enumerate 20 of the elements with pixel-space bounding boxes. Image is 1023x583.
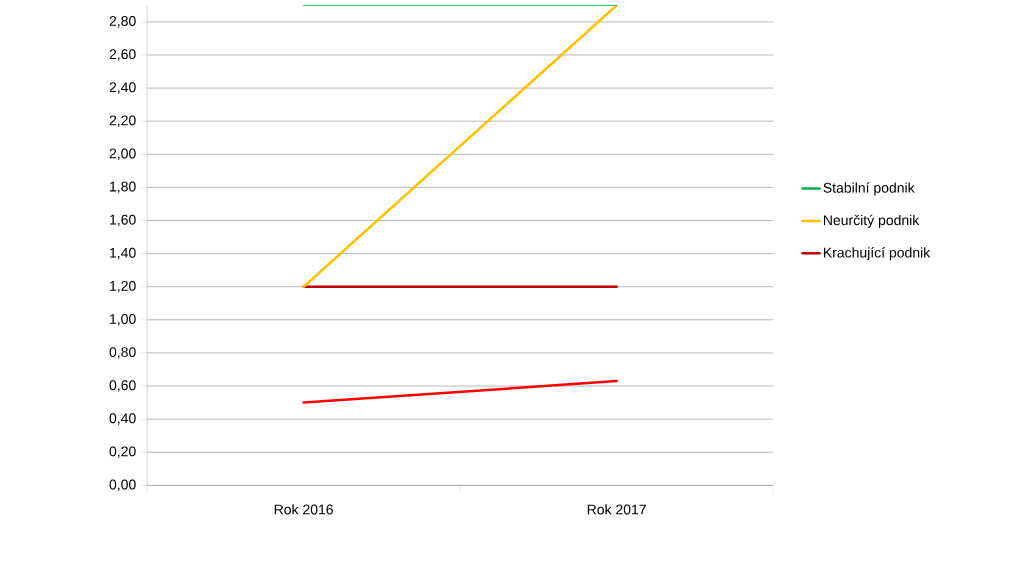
y-tick-label: 2,00	[109, 148, 136, 161]
y-tick-label: 1,20	[110, 280, 136, 293]
y-tick-label: 2,40	[109, 82, 136, 94]
legend-label: Stabilní podnik	[823, 182, 915, 196]
y-tick-label: 2,80	[109, 16, 136, 28]
y-tick-label: 0,80	[109, 347, 136, 359]
y-tick-label: 1,00	[110, 314, 136, 326]
y-tick-label: 0,40	[109, 413, 136, 425]
y-tick-label: 0,00	[109, 479, 136, 492]
y-tick-label: 1,60	[110, 214, 136, 227]
legend-label: Neurčitý podnik	[823, 214, 920, 228]
x-tick-label: Rok 2017	[587, 504, 646, 515]
y-tick-label: 1,40	[110, 247, 136, 260]
y-tick-label: 0,60	[109, 380, 136, 392]
y-tick-label: 1,80	[110, 181, 136, 194]
y-tick-label: 2,20	[109, 115, 136, 127]
y-tick-label: 2,60	[109, 49, 136, 61]
x-tick-label: Rok 2016	[274, 504, 333, 515]
y-tick-label: 0,20	[109, 446, 136, 459]
legend-label: Krachující podnik	[823, 247, 931, 261]
